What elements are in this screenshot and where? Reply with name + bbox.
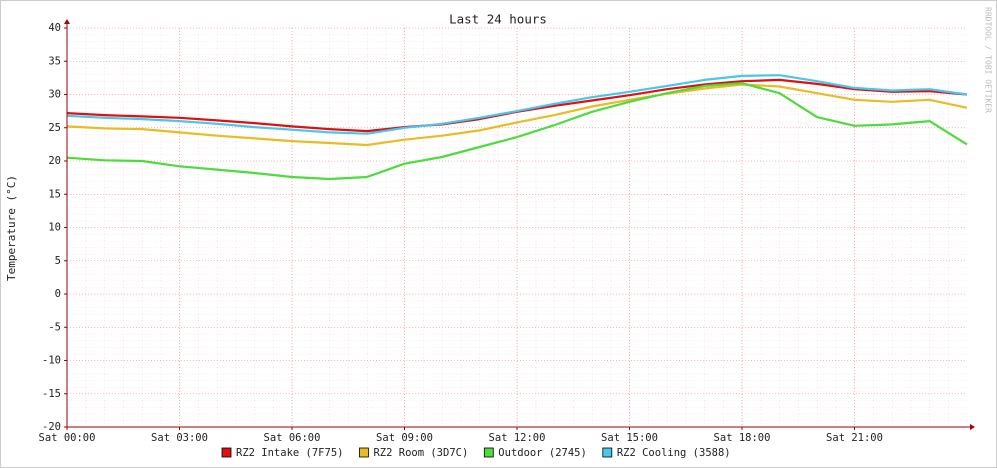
y-tick-label: -20: [42, 421, 61, 433]
legend-swatch: [221, 447, 232, 458]
y-tick-label: -15: [42, 388, 61, 400]
y-tick-label: -5: [48, 321, 61, 333]
legend-label: RZ2 Cooling (3588): [617, 447, 731, 459]
y-axis-label: Temperature (°C): [5, 175, 18, 281]
y-tick-label: 5: [55, 255, 61, 267]
x-tick-label: Sat 21:00: [826, 432, 883, 444]
series-line: [66, 82, 968, 181]
legend-swatch: [602, 447, 613, 458]
legend-swatch: [359, 447, 369, 458]
x-tick-label: Sat 15:00: [601, 432, 658, 444]
legend: RZ2 Intake (7F75) RZ2 Room (3D7C) Outdoor …: [221, 447, 731, 459]
legend-label: RZ2 Room (3D7C): [373, 447, 468, 459]
y-tick-label: 30: [48, 89, 61, 101]
plot: -20 -15 -10 -5 0 5 10 15 20 25 30 35 40 Sat 00:00 Sat …: [39, 22, 968, 444]
y-tick-label: 25: [48, 122, 61, 134]
x-tick-label: Sat 18:00: [714, 432, 771, 444]
x-tick-label: Sat 06:00: [264, 432, 321, 444]
y-tick-label: 0: [55, 288, 61, 300]
y-tick-label: 35: [48, 55, 61, 67]
legend-label: Outdoor (2745): [498, 447, 587, 459]
chart-title: Last 24 hours: [449, 12, 547, 27]
y-tick-label: -10: [42, 355, 61, 367]
x-tick-label: Sat 09:00: [376, 432, 433, 444]
y-arrow: [64, 19, 70, 24]
series-line: [66, 74, 968, 135]
x-tick-label: Sat 00:00: [39, 432, 96, 444]
x-tick-label: Sat 12:00: [489, 432, 546, 444]
series-line: [66, 83, 968, 147]
legend-label: RZ2 Intake (7F75): [236, 447, 343, 459]
legend-swatch: [483, 447, 494, 458]
y-tick-label: 15: [48, 188, 61, 200]
x-arrow: [970, 424, 975, 430]
watermark: RRDTOOL / TOBI OETIKER: [984, 7, 993, 113]
x-tick-label: Sat 03:00: [151, 432, 208, 444]
y-tick-label: 20: [48, 155, 61, 167]
y-tick-label: 40: [48, 22, 61, 34]
y-tick-label: 10: [48, 222, 61, 234]
